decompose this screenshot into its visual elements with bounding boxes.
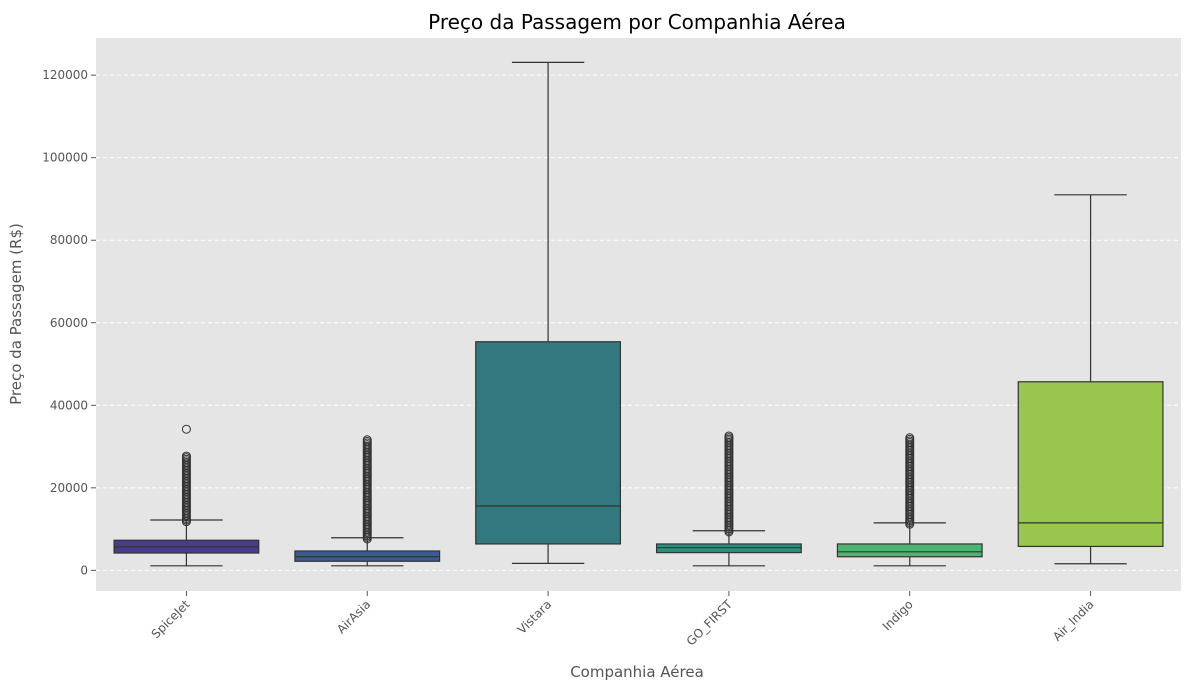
y-tick-label: 80000 (50, 233, 88, 247)
grid-lines (96, 74, 1181, 571)
x-axis-ticks: SpiceJet AirAsia Vistara GO_FIRST Indigo Air_… (149, 591, 1097, 648)
x-tick-label: Air_India (1050, 597, 1097, 644)
x-tick-label: GO_FIRST (684, 597, 736, 649)
outlier-point (724, 431, 734, 441)
box-airasia (294, 435, 441, 567)
x-tick-label: Indigo (880, 597, 916, 633)
x-tick-label: SpiceJet (149, 597, 193, 641)
outlier-point (181, 424, 191, 434)
y-tick-label: 100000 (42, 151, 88, 165)
box-go-first (655, 431, 802, 567)
outlier-point (362, 435, 372, 445)
box-indigo (836, 433, 983, 567)
box-spicejet (113, 424, 260, 567)
y-tick-label: 120000 (42, 68, 88, 82)
y-tick-label: 60000 (50, 316, 88, 330)
outlier-point (181, 451, 191, 461)
box-air-india (1017, 194, 1164, 565)
box-iqr (1017, 381, 1164, 548)
plot-area (96, 38, 1181, 591)
y-tick-label: 20000 (50, 481, 88, 495)
y-axis-ticks: 0 20000 40000 60000 80000 100000 120000 (42, 68, 96, 577)
outlier-point (905, 433, 915, 443)
box-iqr (294, 550, 441, 562)
box-iqr (836, 543, 983, 558)
y-tick-label: 40000 (50, 398, 88, 412)
y-tick-label: 0 (80, 563, 88, 577)
chart-title: Preço da Passagem por Companhia Aérea (428, 10, 846, 34)
y-axis-title: Preço da Passagem (R$) (7, 223, 25, 405)
box-iqr (655, 543, 802, 554)
box-iqr (475, 341, 622, 545)
x-tick-label: AirAsia (334, 597, 373, 636)
box-series (113, 61, 1164, 567)
x-axis-title: Companhia Aérea (570, 663, 704, 681)
x-tick-label: Vistara (515, 597, 555, 637)
box-vistara (475, 61, 622, 564)
